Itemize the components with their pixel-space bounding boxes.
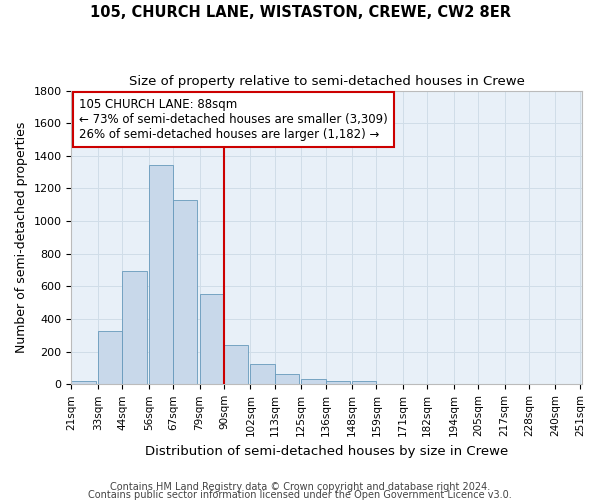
Bar [352, 380, 376, 384]
Bar [173, 200, 197, 384]
Bar [224, 345, 248, 385]
Text: Contains public sector information licensed under the Open Government Licence v3: Contains public sector information licen… [88, 490, 512, 500]
Bar [275, 374, 299, 384]
Bar [122, 271, 146, 384]
Text: Contains HM Land Registry data © Crown copyright and database right 2024.: Contains HM Land Registry data © Crown c… [110, 482, 490, 492]
Bar [200, 294, 224, 384]
Bar [326, 380, 350, 384]
Text: 105 CHURCH LANE: 88sqm
← 73% of semi-detached houses are smaller (3,309)
26% of : 105 CHURCH LANE: 88sqm ← 73% of semi-det… [79, 98, 388, 141]
Bar [301, 380, 326, 384]
Bar [71, 380, 96, 384]
Bar [250, 364, 275, 384]
Y-axis label: Number of semi-detached properties: Number of semi-detached properties [15, 122, 28, 353]
X-axis label: Distribution of semi-detached houses by size in Crewe: Distribution of semi-detached houses by … [145, 444, 508, 458]
Text: 105, CHURCH LANE, WISTASTON, CREWE, CW2 8ER: 105, CHURCH LANE, WISTASTON, CREWE, CW2 … [89, 5, 511, 20]
Bar [98, 332, 122, 384]
Bar [149, 165, 173, 384]
Title: Size of property relative to semi-detached houses in Crewe: Size of property relative to semi-detach… [129, 75, 524, 88]
